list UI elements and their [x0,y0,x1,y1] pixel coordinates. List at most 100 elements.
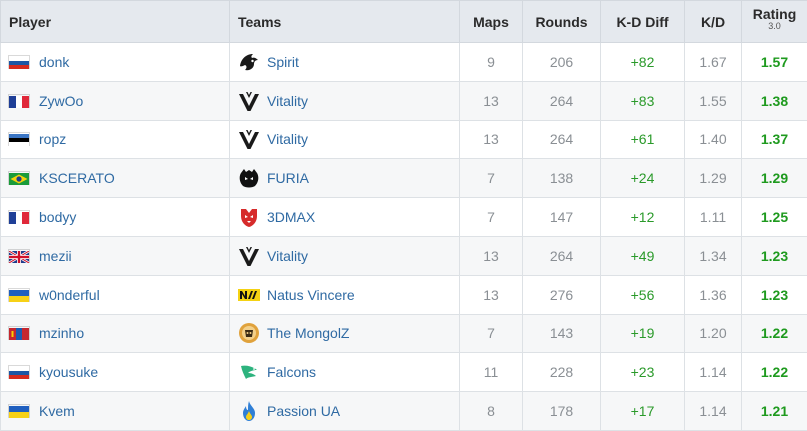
rounds-cell: 264 [523,236,601,275]
column-header-kd[interactable]: K/D [685,1,742,43]
falcons-logo-icon [238,361,260,383]
team-link[interactable]: Natus Vincere [267,287,355,303]
kd-cell: 1.34 [685,236,742,275]
rating-cell: 1.29 [742,159,807,198]
maps-cell: 7 [460,314,523,353]
player-link[interactable]: KSCERATO [39,170,115,186]
team-link[interactable]: Vitality [267,248,308,264]
player-cell: KSCERATO [1,159,230,198]
player-link[interactable]: bodyy [39,209,76,225]
rounds-cell: 264 [523,120,601,159]
kd-cell: 1.11 [685,198,742,237]
player-link[interactable]: ropz [39,131,66,147]
kd-cell: 1.40 [685,120,742,159]
kd-diff-cell: +17 [601,392,685,431]
passion-ua-logo-icon [238,400,260,422]
rounds-cell: 147 [523,198,601,237]
maps-cell: 13 [460,236,523,275]
team-cell: Passion UA [230,392,460,431]
team-link[interactable]: Falcons [267,364,316,380]
rounds-cell: 276 [523,275,601,314]
team-cell: FURIA [230,159,460,198]
team-link[interactable]: FURIA [267,170,309,186]
player-link[interactable]: Kvem [39,403,75,419]
russia-flag-icon [9,56,29,68]
uk-flag-icon [9,250,29,262]
spirit-logo-icon [238,51,260,73]
table-header-row: Player Teams Maps Rounds K-D Diff K/D Ra… [1,1,807,43]
rounds-cell: 138 [523,159,601,198]
column-header-maps[interactable]: Maps [460,1,523,43]
column-header-player[interactable]: Player [1,1,230,43]
player-link[interactable]: w0nderful [39,287,100,303]
kd-cell: 1.55 [685,81,742,120]
player-link[interactable]: donk [39,54,69,70]
team-link[interactable]: Vitality [267,93,308,109]
kd-diff-cell: +24 [601,159,685,198]
rounds-cell: 228 [523,353,601,392]
kd-diff-cell: +19 [601,314,685,353]
france-flag-icon [9,211,29,223]
team-link[interactable]: The MongolZ [267,325,349,341]
mongolia-flag-icon [9,327,29,339]
player-link[interactable]: ZywOo [39,93,83,109]
maps-cell: 8 [460,392,523,431]
navi-logo-icon [238,284,260,306]
rating-cell: 1.21 [742,392,807,431]
kd-diff-cell: +83 [601,81,685,120]
rounds-cell: 178 [523,392,601,431]
maps-cell: 13 [460,81,523,120]
team-cell: Vitality [230,81,460,120]
ukraine-flag-icon [9,405,29,417]
vitality-logo-icon [238,245,260,267]
team-link[interactable]: Passion UA [267,403,340,419]
kd-diff-cell: +49 [601,236,685,275]
column-header-kd-diff[interactable]: K-D Diff [601,1,685,43]
kd-cell: 1.36 [685,275,742,314]
kd-diff-cell: +56 [601,275,685,314]
rating-cell: 1.22 [742,353,807,392]
player-cell: kyousuke [1,353,230,392]
team-cell: The MongolZ [230,314,460,353]
player-link[interactable]: mzinho [39,325,84,341]
team-link[interactable]: Spirit [267,54,299,70]
team-link[interactable]: Vitality [267,131,308,147]
brazil-flag-icon [9,172,29,184]
player-cell: mezii [1,236,230,275]
player-link[interactable]: mezii [39,248,72,264]
player-cell: ropz [1,120,230,159]
team-cell: Spirit [230,43,460,82]
column-header-rating[interactable]: Rating 3.0 [742,1,807,43]
column-header-rounds[interactable]: Rounds [523,1,601,43]
maps-cell: 7 [460,198,523,237]
rounds-cell: 264 [523,81,601,120]
vitality-logo-icon [238,90,260,112]
kd-diff-cell: +61 [601,120,685,159]
player-cell: ZywOo [1,81,230,120]
rounds-cell: 206 [523,43,601,82]
rating-cell: 1.37 [742,120,807,159]
team-cell: Falcons [230,353,460,392]
rating-cell: 1.25 [742,198,807,237]
player-link[interactable]: kyousuke [39,364,98,380]
vitality-logo-icon [238,128,260,150]
kd-diff-cell: +82 [601,43,685,82]
player-cell: bodyy [1,198,230,237]
column-header-teams[interactable]: Teams [230,1,460,43]
team-link[interactable]: 3DMAX [267,209,315,225]
rating-cell: 1.22 [742,314,807,353]
furia-logo-icon [238,167,260,189]
team-cell: Vitality [230,120,460,159]
kd-diff-cell: +12 [601,198,685,237]
rating-version: 3.0 [750,22,799,31]
maps-cell: 11 [460,353,523,392]
